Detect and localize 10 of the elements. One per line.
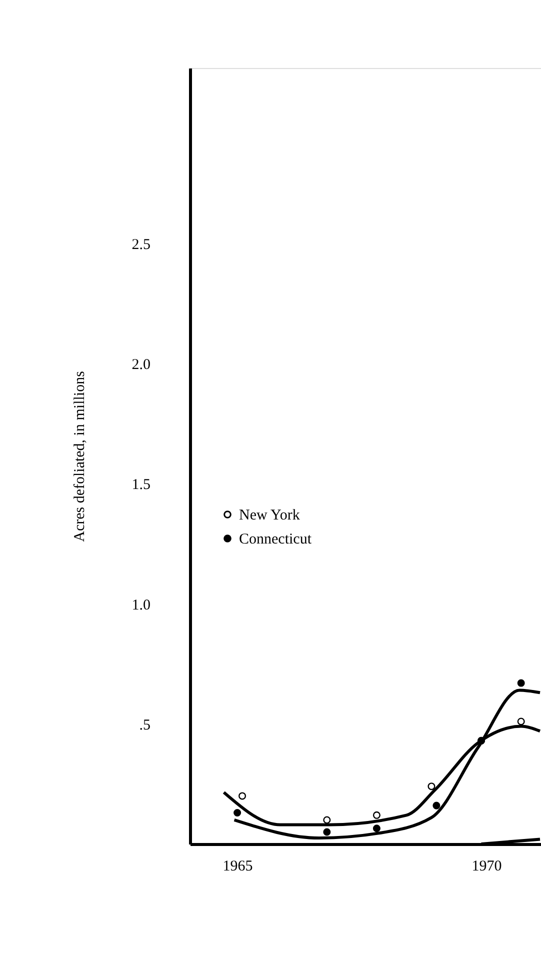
y-tick-label: 2.5 xyxy=(132,236,150,253)
x-tick-label: 1970 xyxy=(472,858,502,874)
y-tick-label: 1.5 xyxy=(132,477,150,494)
y-axis-title: Acres defoliated, in millions xyxy=(72,370,88,542)
x-tick-label: 1965 xyxy=(222,858,253,874)
legend-label: Connecticut xyxy=(239,532,312,548)
y-tick-label: 1.0 xyxy=(132,597,150,614)
y-tick-label: .5 xyxy=(139,717,150,734)
legend-label: New York xyxy=(239,508,300,524)
y-tick-label: 2.0 xyxy=(132,357,150,374)
